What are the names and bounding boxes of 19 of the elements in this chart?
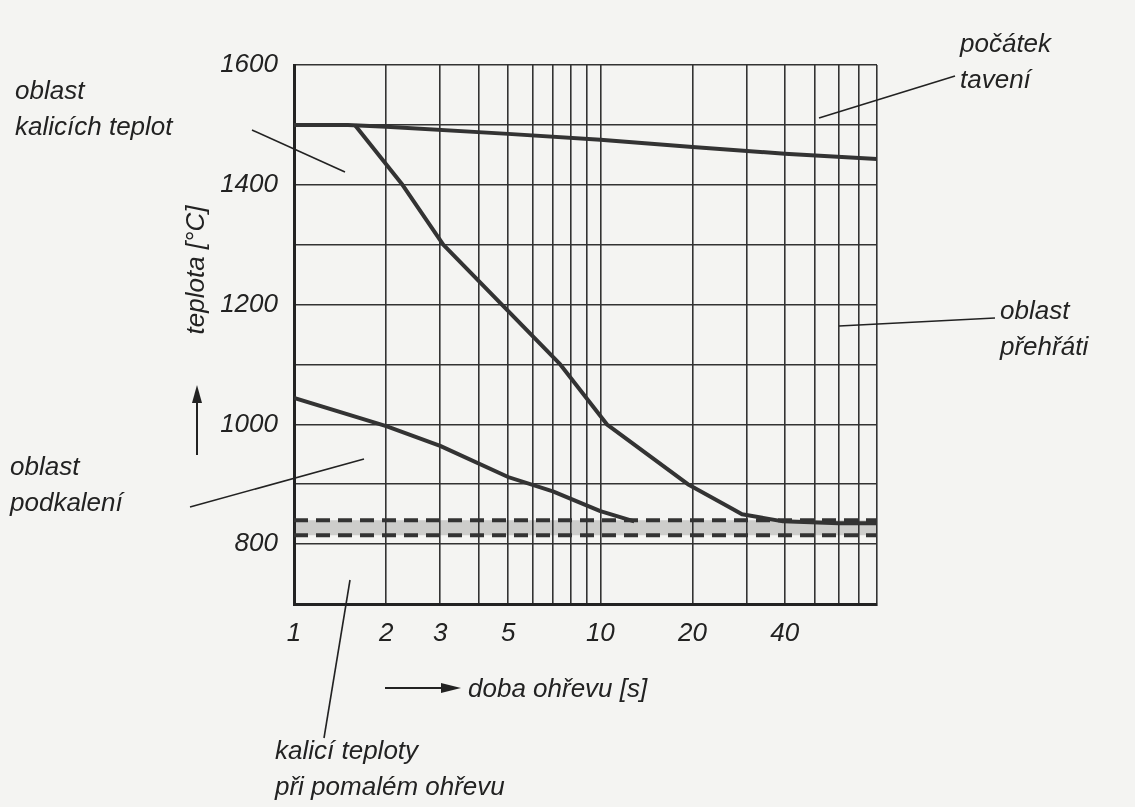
text: kalicí teploty při pomalém ohřevu	[274, 735, 505, 802]
x-tick-label: 40	[770, 616, 800, 647]
text: oblast podkalení	[9, 451, 126, 518]
y-tick-label: 1000	[220, 407, 279, 438]
y-tick-label: 1200	[220, 287, 279, 318]
x-axis-title: doba ohřevu [s]	[468, 673, 649, 704]
x-tick-label: 1	[286, 616, 302, 647]
x-tick-label: 5	[500, 616, 516, 647]
x-tick-label: 20	[677, 616, 708, 647]
x-tick-label: 3	[432, 616, 448, 647]
text: počátek tavení	[959, 28, 1054, 95]
x-tick-label: 10	[585, 616, 616, 647]
y-tick-label: 800	[234, 527, 279, 558]
text: oblast kalicích teplot	[15, 75, 175, 142]
y-axis-title: teplota [°C]	[180, 204, 211, 335]
text: oblast přehřáti	[999, 295, 1090, 362]
y-tick-label: 1600	[220, 48, 279, 79]
x-tick-label: 2	[377, 616, 394, 647]
y-tick-label: 1400	[220, 168, 279, 199]
